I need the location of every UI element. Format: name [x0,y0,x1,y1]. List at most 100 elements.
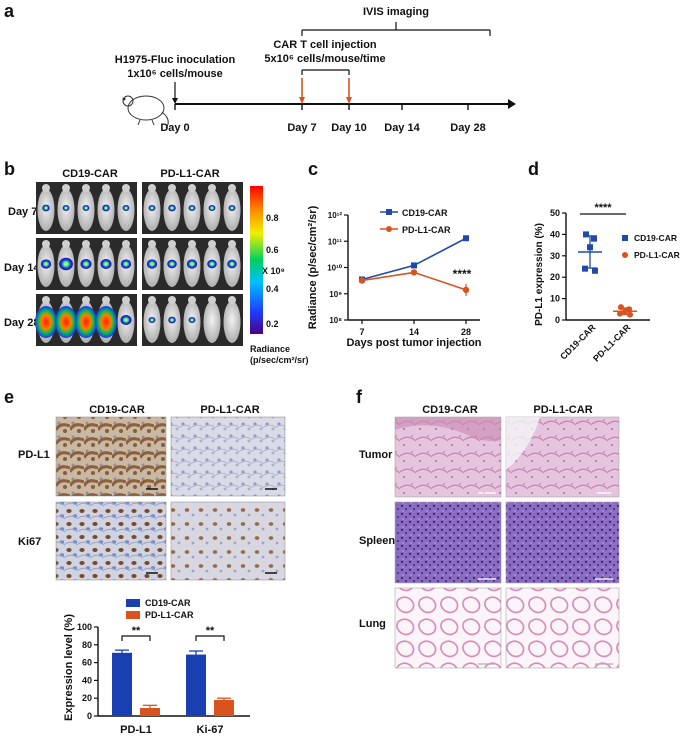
x-tick-label: 14 [409,327,419,337]
mouse-head [82,240,90,248]
bioluminescence-signal [35,306,57,338]
colorbar-title: Radiance [250,344,290,354]
mouse-head [82,184,90,192]
ihc-group-label: CD19-CAR [89,404,145,416]
ihc-image-pdl1-pdl1car [170,416,286,497]
bioluminescence-signal [59,257,73,271]
y-tick-label: 80 [82,640,92,650]
mouse-head [122,184,130,192]
mouse-head [168,296,176,304]
mouse-silhouette [203,301,221,343]
ivis-group-label: PD-L1-CAR [160,168,219,180]
bioluminescence-signal [188,204,196,212]
bioluminescence-signal [102,204,110,212]
he-image-spleen-cd19 [394,501,502,584]
bioluminescence-signal [62,204,70,212]
bar [140,707,160,716]
data-point [587,244,593,251]
day-label: Day 10 [331,122,366,134]
mouse-head [228,240,236,248]
he-group-label: PD-L1-CAR [533,404,592,416]
bioluminescence-signal [168,204,176,212]
y-tick-label: 20 [82,693,92,703]
y-tick-label: 10¹⁰ [327,264,343,273]
mouse-head [122,296,130,304]
mouse-head [102,240,110,248]
x-axis-label: Days post tumor injection [346,337,481,349]
mouse-head [188,296,196,304]
y-tick-label: 0 [87,711,92,721]
bioluminescence-signal [80,259,92,269]
mouse-head [42,240,50,248]
radiance-colorbar [250,186,263,334]
legend-label: CD19-CAR [402,208,448,218]
bioluminescence-signal [82,204,90,212]
y-tick-label: 50 [550,208,560,218]
bioluminescence-signal [168,316,176,324]
legend-label: CD19-CAR [634,233,677,243]
ivis-label: IVIS imaging [363,6,429,18]
mouse-head [148,240,156,248]
legend-swatch [126,611,140,619]
bioluminescence-signal [42,204,50,212]
ihc-row-label: PD-L1 [18,449,50,461]
day0-arrowhead [172,98,178,104]
mouse-head [62,296,70,304]
y-tick-label: 100 [77,622,92,632]
mouse-head [42,296,50,304]
he-image-spleen-pdl1car [505,501,620,584]
mouse-head [168,184,176,192]
legend-marker [622,235,628,241]
cart-injection-dose: 5x10⁶ cells/mouse/time [264,53,385,65]
mouse-head [122,240,130,248]
significance-marker: ** [132,625,141,637]
mouse-head [148,296,156,304]
mouse-head [228,184,236,192]
y-tick-label: 10 [550,294,560,304]
day-label: Day 7 [287,122,316,134]
x-tick-label: PD-L1 [120,724,152,736]
x-tick-label: PD-L1-CAR [591,322,633,364]
y-tick-label: 40 [550,229,560,239]
mouse-head [148,184,156,192]
panel-d-letter: d [528,159,539,179]
bioluminescence-signal [40,259,52,269]
data-point [582,265,588,272]
significance-bracket [121,635,151,641]
legend-swatch [126,599,140,607]
legend-label: PD-L1-CAR [145,610,194,620]
ivis-bracket [301,22,491,36]
bioluminescence-signal [100,259,112,269]
injection-arrowhead-day7 [299,97,305,104]
x-tick-label: 7 [359,327,364,337]
he-group-label: CD19-CAR [422,404,478,416]
colorbar-tick: 0.8 [266,213,279,223]
colorbar-tick: 0.2 [266,319,279,329]
data-point [592,267,598,274]
mouse-head [188,184,196,192]
bioluminescence-signal [95,306,117,338]
ihc-image-ki67-cd19 [55,501,167,581]
panel-c-letter: c [308,159,318,179]
inoculation-dose: 1x10⁶ cells/mouse [127,68,223,80]
data-point [591,235,597,242]
bar [186,654,206,716]
legend-label: CD19-CAR [145,598,191,608]
timeline-ticks [174,104,469,110]
inoculation-label: H1975-Fluc inoculation [115,54,236,66]
significance-marker: **** [594,202,612,214]
ivis-row-label: Day 7 [8,206,37,218]
day-label: Day 0 [160,122,189,134]
mouse-head [208,240,216,248]
data-point [617,310,623,317]
bioluminescence-signal [146,259,158,269]
ivis-image-grid [35,182,243,346]
panel-b-letter: b [4,159,15,179]
x-tick-label: Ki-67 [197,724,224,736]
data-point [622,308,628,315]
bioluminescence-signal [208,204,216,212]
he-row-label: Tumor [359,449,393,461]
significance-marker: **** [453,267,472,281]
timeline-arrowhead [508,99,516,109]
